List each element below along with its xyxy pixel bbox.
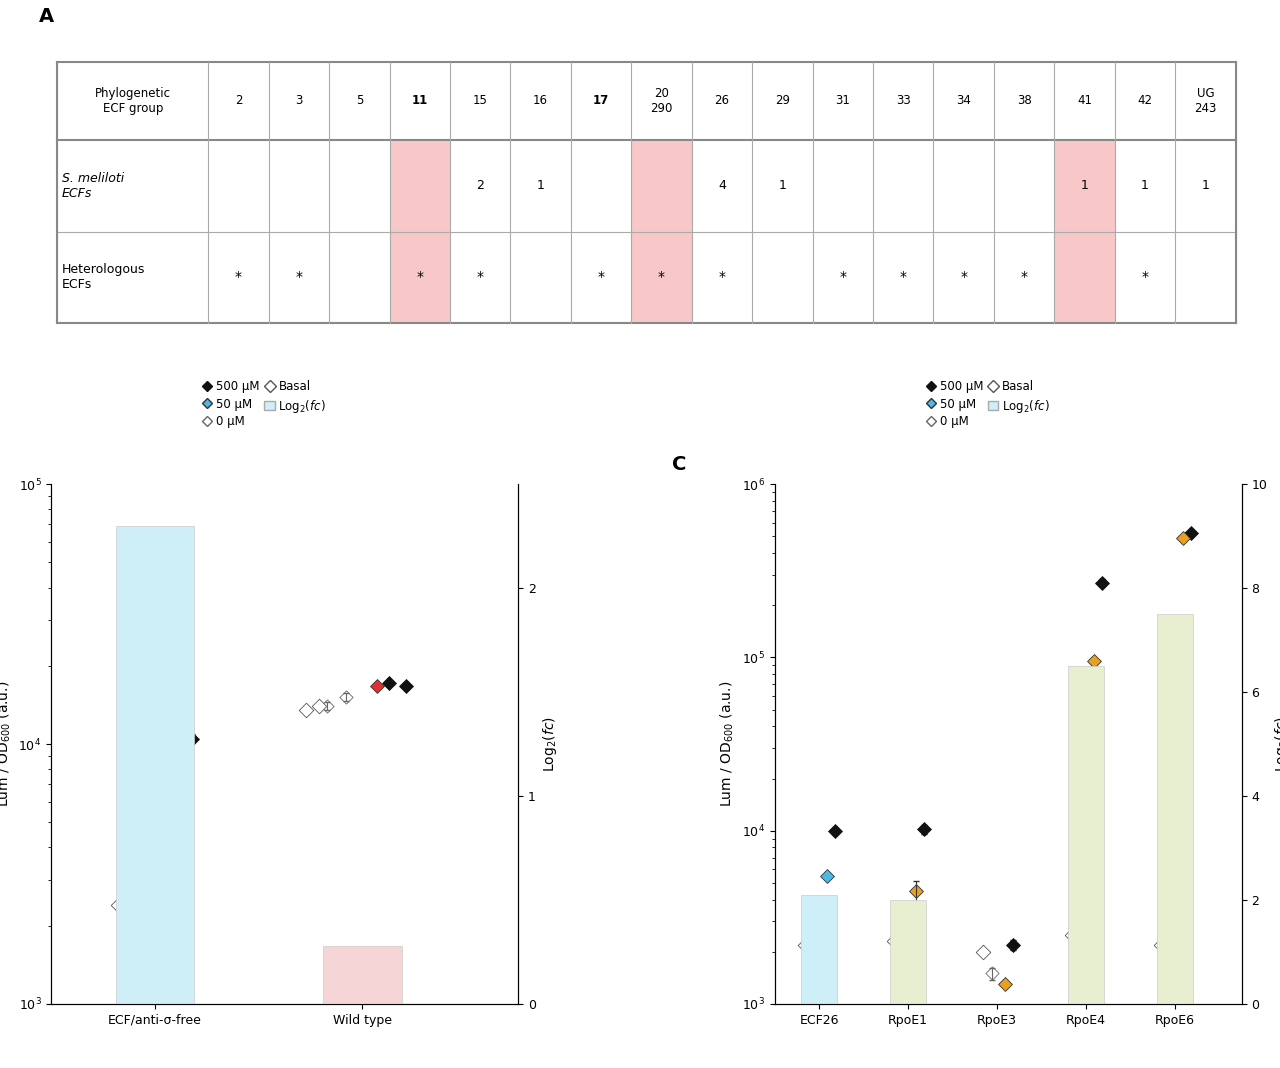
Text: 11: 11: [412, 94, 428, 108]
Point: [366, 677, 387, 694]
Y-axis label: Lum / OD$_{600}$ (a.u.): Lum / OD$_{600}$ (a.u.): [0, 681, 13, 807]
Bar: [323, 945, 402, 1004]
Text: 15: 15: [472, 94, 488, 108]
Bar: [1069, 666, 1103, 1004]
Text: 29: 29: [774, 94, 790, 108]
Text: 1: 1: [1080, 179, 1088, 192]
Text: 1: 1: [536, 179, 544, 192]
Point: [1070, 724, 1091, 741]
Text: 5: 5: [356, 94, 364, 108]
Text: 26: 26: [714, 94, 730, 108]
Legend: 500 μM, 50 μM, 0 μM, Basal, Log$_2$($fc$): 500 μM, 50 μM, 0 μM, Basal, Log$_2$($fc$…: [197, 376, 330, 433]
Point: [804, 921, 824, 938]
Point: [148, 861, 169, 878]
Point: [817, 867, 837, 884]
Point: [120, 890, 141, 907]
Text: C: C: [672, 455, 686, 474]
Text: *: *: [900, 270, 906, 284]
Text: *: *: [296, 270, 302, 284]
Bar: [631, 140, 691, 324]
Text: *: *: [718, 270, 726, 284]
Point: [131, 879, 151, 896]
Point: [164, 797, 184, 814]
Point: [1061, 926, 1082, 943]
Text: 20
290: 20 290: [650, 87, 673, 115]
Text: 33: 33: [896, 94, 910, 108]
Text: 4: 4: [718, 179, 726, 192]
Point: [1180, 524, 1201, 541]
Text: *: *: [1142, 270, 1148, 284]
Point: [995, 976, 1015, 993]
Text: 3: 3: [296, 94, 302, 108]
Point: [906, 882, 927, 899]
Point: [308, 697, 329, 714]
Point: [108, 896, 128, 913]
Text: A: A: [40, 7, 55, 26]
Text: *: *: [658, 270, 666, 284]
Point: [1151, 936, 1171, 953]
Bar: [1157, 614, 1193, 1004]
Point: [883, 932, 904, 949]
Text: 31: 31: [836, 94, 850, 108]
Text: *: *: [476, 270, 484, 284]
Point: [379, 674, 399, 691]
Point: [914, 820, 934, 837]
Y-axis label: Log$_2$($fc$): Log$_2$($fc$): [541, 717, 559, 772]
Point: [396, 677, 416, 694]
Bar: [801, 895, 837, 1004]
Legend: 500 μM, 50 μM, 0 μM, Basal, Log$_2$($fc$): 500 μM, 50 μM, 0 μM, Basal, Log$_2$($fc$…: [920, 376, 1055, 433]
Point: [182, 731, 202, 748]
Point: [317, 697, 338, 714]
Point: [795, 936, 815, 953]
Text: Phylogenetic
ECF group: Phylogenetic ECF group: [95, 87, 170, 115]
Bar: [1055, 140, 1115, 324]
Text: UG
243: UG 243: [1194, 87, 1216, 115]
Text: S. meliloti
ECFs: S. meliloti ECFs: [61, 172, 124, 200]
Text: 2: 2: [476, 179, 484, 192]
Text: *: *: [840, 270, 846, 284]
Bar: [891, 900, 925, 1004]
Text: 41: 41: [1076, 94, 1092, 108]
Point: [1172, 530, 1193, 547]
Point: [1160, 621, 1180, 638]
Text: 1: 1: [778, 179, 786, 192]
Y-axis label: Lum / OD$_{600}$ (a.u.): Lum / OD$_{600}$ (a.u.): [719, 681, 736, 807]
Point: [1084, 653, 1105, 670]
Text: 17: 17: [593, 94, 609, 108]
Point: [973, 943, 993, 960]
Text: 38: 38: [1016, 94, 1032, 108]
Point: [335, 688, 356, 705]
Text: 1: 1: [1140, 179, 1149, 192]
Text: *: *: [236, 270, 242, 284]
Text: *: *: [960, 270, 968, 284]
Text: 16: 16: [534, 94, 548, 108]
Point: [1002, 936, 1023, 953]
Text: 2: 2: [234, 94, 242, 108]
Point: [892, 917, 913, 934]
Text: Heterologous
ECFs: Heterologous ECFs: [61, 264, 146, 292]
Text: 1: 1: [1202, 179, 1210, 192]
Bar: [115, 525, 195, 1004]
Point: [982, 964, 1002, 981]
Bar: [389, 140, 451, 324]
Point: [296, 702, 316, 719]
Text: *: *: [416, 270, 424, 284]
Text: 42: 42: [1138, 94, 1152, 108]
Text: *: *: [1020, 270, 1028, 284]
Y-axis label: Log$_2$($fc$): Log$_2$($fc$): [1272, 717, 1280, 772]
Point: [826, 822, 846, 839]
Point: [1092, 575, 1112, 592]
Text: 34: 34: [956, 94, 972, 108]
Text: *: *: [598, 270, 604, 284]
